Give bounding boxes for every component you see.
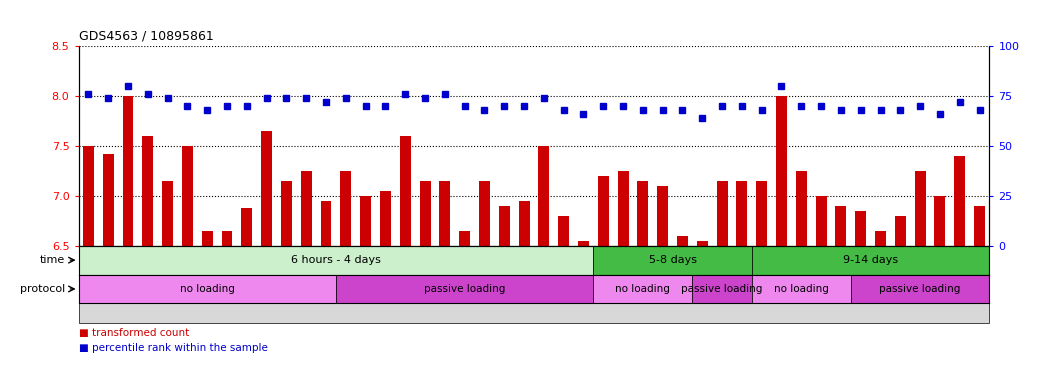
Bar: [558, 216, 570, 246]
Bar: [756, 181, 767, 246]
Bar: [796, 171, 807, 246]
Bar: [142, 136, 153, 246]
Bar: [79, 275, 336, 303]
Bar: [320, 201, 332, 246]
Bar: [122, 96, 133, 246]
Text: ■ percentile rank within the sample: ■ percentile rank within the sample: [79, 343, 267, 353]
Bar: [776, 96, 787, 246]
Bar: [836, 206, 846, 246]
Text: passive loading: passive loading: [682, 284, 763, 294]
Text: GDS4563 / 10895861: GDS4563 / 10895861: [79, 29, 214, 42]
Text: no loading: no loading: [180, 284, 235, 294]
Bar: [658, 186, 668, 246]
Bar: [677, 236, 688, 246]
Bar: [162, 181, 173, 246]
Text: time: time: [40, 255, 65, 265]
Bar: [242, 208, 252, 246]
Bar: [300, 171, 312, 246]
Text: 9-14 days: 9-14 days: [843, 255, 898, 265]
Bar: [851, 275, 989, 303]
Bar: [716, 181, 728, 246]
Bar: [692, 275, 752, 303]
Bar: [360, 196, 371, 246]
Bar: [79, 246, 594, 275]
Bar: [915, 171, 926, 246]
Bar: [182, 146, 193, 246]
Bar: [697, 241, 708, 246]
Bar: [875, 231, 886, 246]
Bar: [594, 246, 752, 275]
Bar: [752, 275, 851, 303]
Bar: [340, 171, 352, 246]
Bar: [281, 181, 292, 246]
Bar: [440, 181, 450, 246]
Text: 5-8 days: 5-8 days: [648, 255, 696, 265]
Bar: [420, 181, 430, 246]
Bar: [736, 181, 748, 246]
Bar: [336, 275, 594, 303]
Text: passive loading: passive loading: [879, 284, 961, 294]
Text: ■ transformed count: ■ transformed count: [79, 328, 188, 338]
Bar: [261, 131, 272, 246]
Bar: [380, 191, 391, 246]
Bar: [816, 196, 826, 246]
Bar: [222, 231, 232, 246]
Bar: [202, 231, 213, 246]
Bar: [400, 136, 410, 246]
Bar: [638, 181, 648, 246]
Text: no loading: no loading: [616, 284, 670, 294]
Bar: [480, 181, 490, 246]
Bar: [498, 206, 510, 246]
Bar: [935, 196, 945, 246]
Bar: [974, 206, 985, 246]
Bar: [518, 201, 530, 246]
Bar: [83, 146, 94, 246]
Bar: [460, 231, 470, 246]
Text: no loading: no loading: [774, 284, 829, 294]
Bar: [855, 211, 866, 246]
Bar: [578, 241, 588, 246]
Bar: [594, 275, 692, 303]
Bar: [752, 246, 989, 275]
Bar: [538, 146, 550, 246]
Text: 6 hours - 4 days: 6 hours - 4 days: [291, 255, 381, 265]
Text: passive loading: passive loading: [424, 284, 506, 294]
Bar: [895, 216, 906, 246]
Bar: [618, 171, 628, 246]
Text: protocol: protocol: [20, 284, 65, 294]
Bar: [954, 156, 965, 246]
Bar: [103, 154, 114, 246]
Bar: [598, 176, 608, 246]
